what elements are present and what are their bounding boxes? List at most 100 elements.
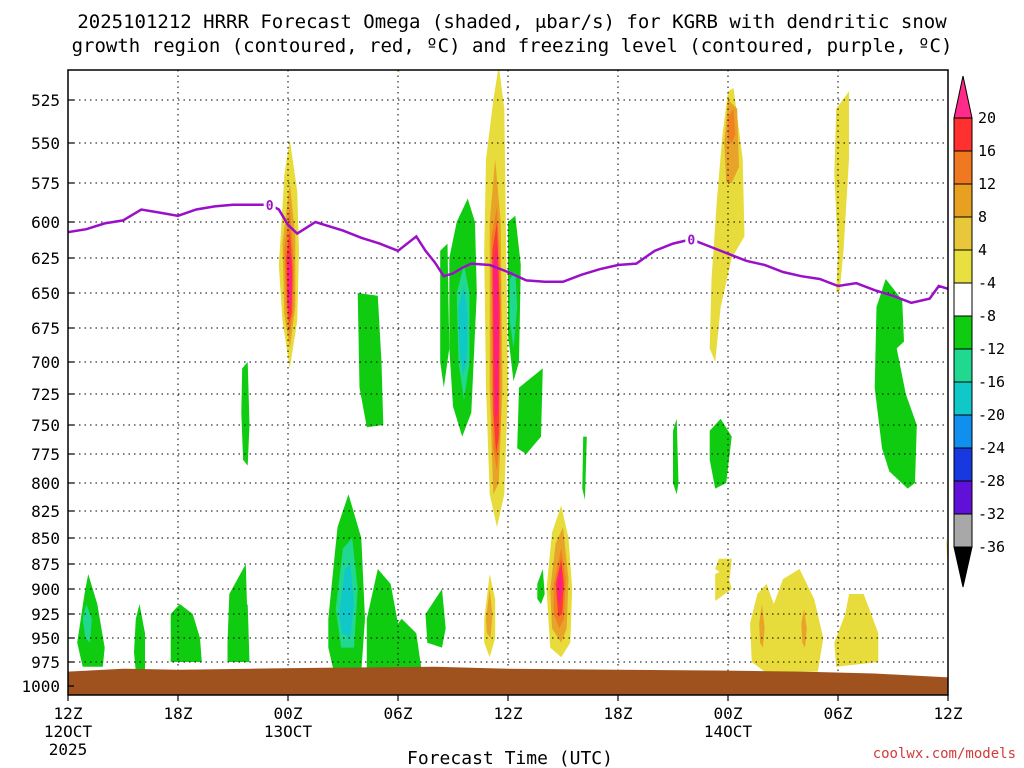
y-tick-label-775: 775: [31, 445, 60, 464]
omega-region-45: [834, 594, 879, 667]
y-tick-label-525: 525: [31, 91, 60, 110]
colorbar-label-2: 12: [978, 175, 996, 193]
y-tick-label-600: 600: [31, 213, 60, 232]
colorbar-box-12: [953, 480, 973, 515]
colorbar: 20 16 12 8 4 -4 -8 -12 -16 -20 -24 -28 -32 -36: [953, 75, 1005, 588]
colorbar-box-4: [953, 216, 973, 251]
colorbar-box-last: [953, 513, 973, 548]
x-tick-label-6: 18Z: [164, 704, 193, 723]
freezing-level-label-0: 0: [266, 199, 274, 214]
colorbar-label-3: 8: [978, 208, 987, 226]
freezing-level-label-1: 0: [687, 233, 695, 248]
colorbar-label-8: -16: [978, 373, 1005, 391]
freezing-level-contour: 00: [68, 196, 948, 305]
colorbar-label-10: -24: [978, 439, 1005, 457]
colorbar-box-1: [953, 117, 973, 152]
x-tick-label-36: 00Z: [714, 704, 743, 723]
x-tick-label-48: 12Z: [934, 704, 963, 723]
x-tick-label-42: 06Z: [824, 704, 853, 723]
omega-region-49: [582, 436, 587, 500]
colorbar-label-12: -32: [978, 505, 1005, 523]
surface-terrain: [68, 666, 948, 695]
colorbar-label-6: -8: [978, 307, 996, 325]
omega-region-47: [673, 418, 679, 495]
colorbar-box-5: [953, 249, 973, 284]
omega-region-23: [425, 589, 446, 648]
omega-region-14: [509, 272, 518, 349]
y-tick-label-925: 925: [31, 605, 60, 624]
omega-region-15: [517, 368, 543, 454]
omega-region-54: [547, 70, 549, 71]
y-axis: 525 550 575 600 625 650 675 700 725 750 775 800 825 8…: [21, 91, 74, 696]
colorbar-label-0: 20: [978, 109, 996, 127]
y-tick-label-800: 800: [31, 474, 60, 493]
colorbar-label-7: -12: [978, 340, 1005, 358]
freezing-label-bg-1: [685, 231, 698, 247]
omega-region-12: [458, 286, 468, 375]
y-tick-label-675: 675: [31, 319, 60, 338]
omega-region-29: [537, 569, 545, 604]
credit-text: coolwx.com/models: [873, 746, 1016, 762]
x-date-label-0: 12OCT: [44, 722, 93, 741]
omega-region-34: [557, 567, 563, 604]
y-tick-label-625: 625: [31, 249, 60, 268]
omega-region-22: [366, 569, 422, 672]
y-tick-label-1000: 1000: [21, 677, 60, 696]
y-tick-label-700: 700: [31, 353, 60, 372]
omega-region-50: [240, 604, 250, 662]
colorbar-label-5: -4: [978, 274, 996, 292]
omega-region-17: [357, 293, 384, 428]
omega-region-4: [288, 250, 292, 314]
colorbar-label-13: -36: [978, 538, 1005, 556]
x-axis-label: Forecast Time (UTC): [407, 748, 613, 768]
colorbar-box-11: [953, 447, 973, 482]
colorbar-box-7: [953, 315, 973, 350]
y-tick-label-550: 550: [31, 134, 60, 153]
freezing-label-bg-0: [263, 196, 276, 212]
chart-title-line2: growth region (contoured, red, ºC) and f…: [72, 35, 953, 57]
omega-region-16: [440, 243, 450, 388]
omega-region-48: [709, 418, 732, 489]
colorbar-box-6: [953, 282, 973, 317]
chart-title-line1: 2025101212 HRRR Forecast Omega (shaded, …: [77, 11, 947, 33]
colorbar-top-arrow: [953, 75, 973, 119]
x-tick-label-18: 06Z: [384, 704, 413, 723]
y-tick-label-825: 825: [31, 502, 60, 521]
x-year-label-0: 2025: [49, 740, 88, 759]
omega-shading: [77, 70, 948, 672]
grid-lines: [68, 70, 948, 695]
omega-region-18: [241, 362, 250, 466]
colorbar-box-2: [953, 150, 973, 185]
colorbar-label-1: 16: [978, 142, 996, 160]
y-tick-label-650: 650: [31, 284, 60, 303]
y-tick-label-725: 725: [31, 385, 60, 404]
y-tick-label-575: 575: [31, 174, 60, 193]
omega-region-25: [170, 604, 202, 662]
colorbar-box-8: [953, 348, 973, 383]
omega-region-21: [339, 564, 354, 638]
colorbar-bottom-arrow: [953, 546, 973, 588]
colorbar-box-10: [953, 414, 973, 449]
omega-region-46: [874, 279, 917, 489]
omega-region-36: [486, 589, 493, 638]
y-tick-label-975: 975: [31, 653, 60, 672]
colorbar-box-9: [953, 381, 973, 416]
y-tick-label-875: 875: [31, 555, 60, 574]
x-tick-label-12: 00Z: [274, 704, 303, 723]
y-tick-label-950: 950: [31, 629, 60, 648]
y-tick-label-900: 900: [31, 580, 60, 599]
x-tick-label-0: 12Z: [54, 704, 83, 723]
omega-region-43: [759, 604, 765, 648]
omega-region-53: [398, 70, 400, 75]
x-tick-label-24: 12Z: [494, 704, 523, 723]
y-tick-label-750: 750: [31, 416, 60, 435]
omega-region-9: [493, 243, 499, 419]
x-tick-label-30: 18Z: [604, 704, 633, 723]
x-date-label-36: 14OCT: [704, 722, 753, 741]
omega-region-40: [834, 91, 849, 294]
freezing-level-line: [68, 203, 948, 305]
x-date-label-12: 13OCT: [264, 722, 313, 741]
colorbar-label-9: -20: [978, 406, 1005, 424]
